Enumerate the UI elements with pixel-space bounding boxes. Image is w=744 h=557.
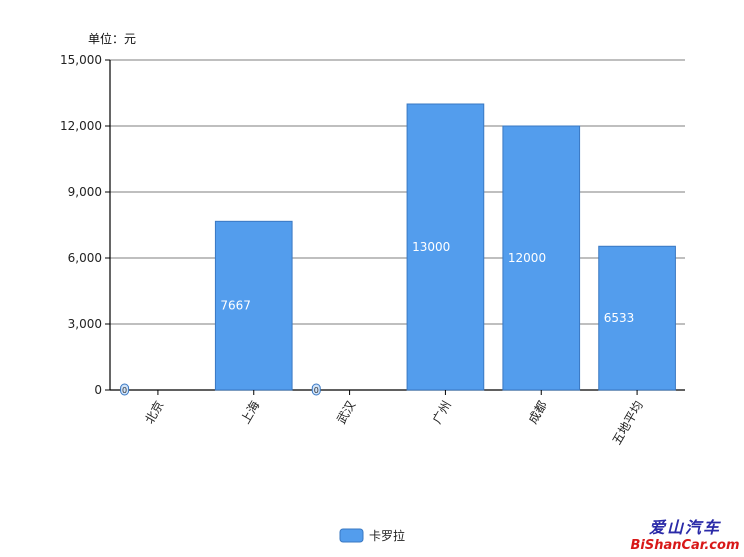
y-tick-label: 6,000: [68, 251, 102, 265]
legend-label-corolla[interactable]: 卡罗拉: [369, 528, 405, 543]
x-category-label: 成都: [526, 399, 550, 427]
x-category-label: 广州: [430, 399, 454, 427]
watermark-text-en: BiShanCar.com: [630, 538, 740, 553]
x-axis: 北京 上海 武汉 广州 成都 五地平均: [142, 390, 646, 448]
bar-data-label: 12000: [508, 251, 546, 265]
bar-data-label: 7667: [220, 299, 251, 313]
bar-data-label: 6533: [604, 311, 635, 325]
y-tick-label: 15,000: [60, 53, 102, 67]
y-tick-label: 12,000: [60, 119, 102, 133]
y-axis: 0 3,000 6,000 9,000 12,000 15,000: [60, 53, 111, 397]
y-tick-label: 0: [94, 383, 102, 397]
gridlines: [110, 59, 685, 391]
bars: 0 7667 0 13000 12000 6533: [120, 103, 676, 396]
bar-zero-marker[interactable]: [120, 383, 130, 396]
x-category-label: 武汉: [334, 399, 358, 427]
bar[interactable]: [406, 103, 485, 391]
watermark-text-cn: 爱山汽车: [648, 518, 721, 537]
bar-data-label: 0: [314, 386, 319, 395]
y-tick-label: 9,000: [68, 185, 102, 199]
unit-label: 单位：元: [88, 31, 136, 46]
legend: 卡罗拉: [339, 528, 405, 543]
bar-data-label: 13000: [412, 240, 450, 254]
bar[interactable]: [598, 245, 676, 391]
y-tick-label: 3,000: [68, 317, 102, 331]
x-category-label: 北京: [142, 399, 166, 427]
bar-zero-marker[interactable]: [311, 383, 321, 396]
watermark-logo: 爱山汽车 BiShanCar.com: [630, 514, 740, 553]
x-category-label: 上海: [237, 398, 262, 426]
bar[interactable]: [214, 220, 293, 391]
bar[interactable]: [502, 125, 581, 391]
x-category-label: 五地平均: [610, 399, 646, 448]
bar-data-label: 0: [122, 386, 127, 395]
legend-swatch-corolla[interactable]: [339, 528, 364, 543]
